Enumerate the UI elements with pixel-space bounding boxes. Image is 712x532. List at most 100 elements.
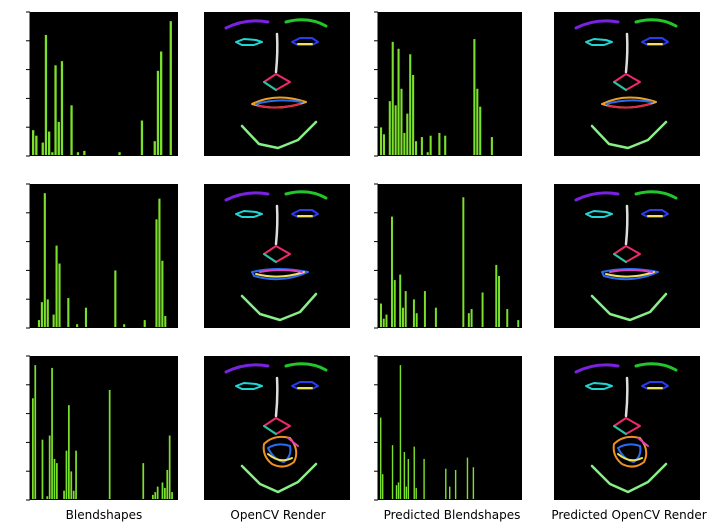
bar — [72, 490, 75, 499]
column-label-opencv-render: OpenCV Render — [230, 508, 326, 522]
bar — [476, 88, 479, 155]
bar — [46, 496, 49, 499]
left-eye — [585, 38, 613, 46]
bar-chart-r0-c0 — [26, 11, 172, 157]
panel-r1-c0 — [30, 184, 178, 328]
jaw — [590, 120, 668, 150]
left-brow — [574, 19, 620, 30]
bar — [444, 135, 447, 155]
bar — [470, 309, 473, 327]
face-render-r1-c3 — [574, 190, 678, 322]
bar — [466, 457, 469, 499]
left-eye — [235, 38, 263, 46]
nose-side — [263, 425, 277, 435]
bar — [118, 152, 121, 155]
bar — [158, 198, 161, 327]
bar — [166, 470, 169, 499]
bar — [406, 113, 409, 155]
bar — [409, 54, 412, 156]
bar — [55, 245, 58, 327]
mouth-inner-bottom — [267, 453, 293, 462]
bar — [168, 435, 171, 499]
bar — [51, 367, 53, 499]
bar — [506, 309, 509, 327]
mouth-outer — [262, 435, 298, 468]
bar — [391, 445, 394, 499]
bar-chart-r0-c2 — [374, 11, 493, 157]
bar — [385, 314, 388, 327]
bar — [415, 141, 418, 155]
bar — [490, 137, 493, 155]
bar — [75, 450, 77, 499]
bar — [32, 398, 34, 499]
bar — [67, 298, 70, 327]
bar — [426, 152, 429, 155]
left-eye — [235, 210, 263, 218]
panel-r2-c2 — [378, 356, 522, 500]
nose-bridge — [274, 204, 279, 246]
bar — [63, 490, 65, 499]
nose-bridge — [274, 32, 279, 74]
bar — [142, 463, 145, 499]
nose-side — [613, 81, 627, 91]
bar — [171, 492, 173, 499]
bar — [164, 315, 167, 327]
bar — [51, 152, 54, 155]
nose-side — [263, 253, 277, 263]
bar — [400, 88, 403, 155]
mouth-outer — [612, 435, 648, 468]
nose-bridge — [624, 32, 629, 74]
bar — [462, 197, 465, 327]
bar-chart-r1-c2 — [374, 183, 520, 329]
jaw — [240, 292, 318, 322]
right-brow — [284, 362, 328, 372]
bar — [395, 485, 398, 499]
bar — [380, 417, 382, 499]
mouth-inner-top — [259, 269, 303, 273]
bar — [48, 131, 51, 155]
nose-bridge — [624, 204, 629, 246]
mouth-outer — [251, 268, 309, 281]
bar — [114, 270, 117, 327]
bar — [415, 313, 418, 327]
left-brow — [224, 191, 270, 202]
bar — [57, 121, 60, 155]
bar — [70, 105, 73, 155]
bar — [34, 365, 37, 499]
bar — [454, 470, 457, 499]
face-render-r0-c1 — [224, 18, 328, 150]
bar — [404, 291, 407, 327]
panel-r0-c0 — [30, 12, 178, 156]
bar — [169, 21, 172, 155]
bar — [413, 446, 415, 499]
bar-chart-r2-c0 — [26, 355, 173, 501]
left-brow — [574, 363, 620, 374]
mouth-inner-top — [605, 99, 653, 105]
bar — [164, 487, 166, 499]
bar — [156, 70, 160, 155]
bar — [472, 467, 475, 499]
bar — [423, 291, 426, 327]
bar — [70, 471, 73, 499]
bar — [155, 219, 158, 327]
mouth-inner-bottom — [257, 103, 301, 109]
panel-r1-c2 — [378, 184, 522, 328]
bar — [405, 486, 408, 499]
bar-chart-r1-c0 — [26, 183, 167, 329]
bar — [393, 280, 396, 327]
bar — [495, 264, 498, 327]
left-brow — [224, 363, 270, 374]
bar — [390, 216, 393, 327]
bar — [407, 458, 410, 499]
bar — [381, 474, 384, 499]
bar — [380, 127, 383, 155]
right-brow — [284, 190, 328, 200]
bar — [140, 120, 144, 155]
bar — [53, 458, 56, 499]
jaw — [240, 462, 318, 494]
mouth-outer — [601, 268, 659, 281]
bar — [84, 307, 88, 327]
bar — [401, 307, 404, 327]
bar — [160, 51, 163, 155]
column-label-predicted-blendshapes: Predicted Blendshapes — [383, 508, 521, 522]
